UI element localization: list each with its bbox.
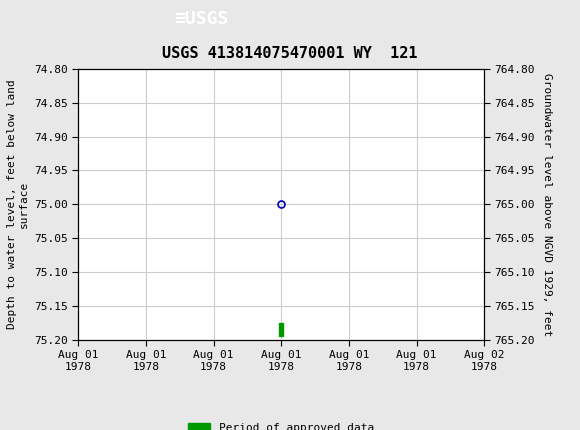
Y-axis label: Depth to water level, feet below land
surface: Depth to water level, feet below land su…	[7, 80, 28, 329]
Bar	[280, 323, 283, 336]
Legend: Period of approved data: Period of approved data	[184, 418, 379, 430]
Text: USGS 413814075470001 WY  121: USGS 413814075470001 WY 121	[162, 46, 418, 61]
Y-axis label: Groundwater level above NGVD 1929, feet: Groundwater level above NGVD 1929, feet	[542, 73, 552, 336]
Text: ≡USGS: ≡USGS	[174, 10, 229, 28]
